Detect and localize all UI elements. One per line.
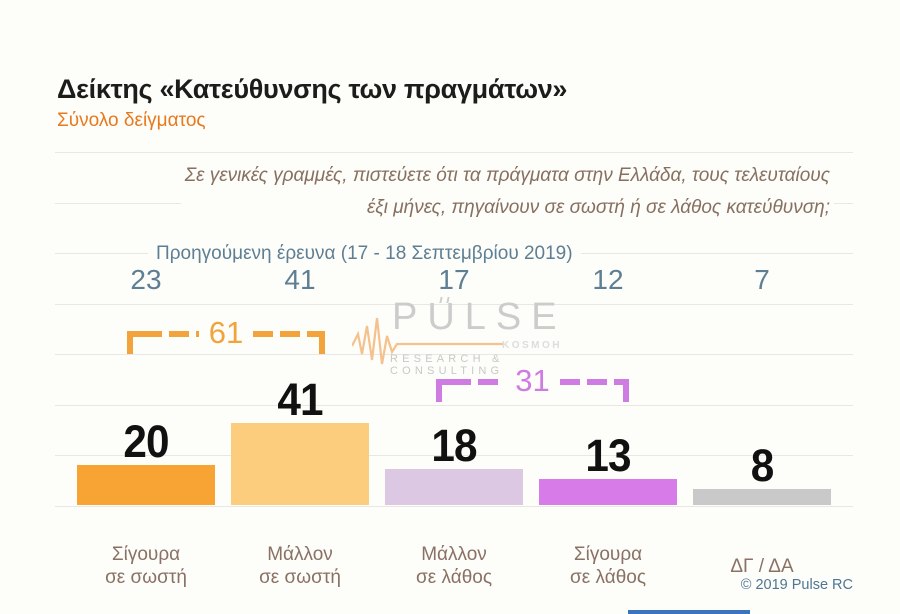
group-sum-bracket-right-direction: 61 bbox=[127, 317, 326, 357]
page-title: Δείκτης «Κατεύθυνσης των πραγμάτων» bbox=[57, 74, 568, 104]
pulse-watermark: PULSE KOSMOH RESEARCH & CONSULTING bbox=[352, 296, 567, 377]
survey-question: Σε γενικές γραμμές, πιστεύετε ότι τα πρά… bbox=[180, 160, 834, 224]
previous-survey-value: 23 bbox=[130, 264, 162, 295]
group-sum-value: 31 bbox=[515, 363, 550, 398]
bracket-left-corner bbox=[127, 331, 142, 354]
survey-question-line1: Σε γενικές γραμμές, πιστεύετε ότι τα πρά… bbox=[184, 165, 830, 186]
watermark-sub-brand: KOSMOH bbox=[502, 340, 562, 351]
gridline bbox=[55, 354, 853, 355]
group-sum-value: 61 bbox=[208, 315, 244, 350]
bracket-right-corner bbox=[310, 331, 326, 354]
bar-value-label: 18 bbox=[431, 420, 477, 472]
gridline bbox=[55, 455, 853, 456]
page-subtitle: Σύνολο δείγματος bbox=[57, 110, 206, 131]
previous-survey-label: Προηγούμενη έρευνα (17 - 18 Σεπτεμβρίου … bbox=[148, 243, 581, 265]
bracket-right-corner bbox=[614, 379, 630, 402]
bar bbox=[693, 489, 831, 506]
bracket-dash-segment bbox=[142, 331, 199, 337]
previous-survey-value: 17 bbox=[438, 264, 470, 295]
bar bbox=[231, 422, 369, 506]
gridline bbox=[55, 505, 853, 507]
category-label: Μάλλον σε σωστή bbox=[259, 544, 341, 588]
survey-question-line2: έξι μήνες, πηγαίνουν σε σωστή ή σε λάθος… bbox=[366, 197, 830, 218]
bracket-dash-segment bbox=[451, 379, 506, 385]
watermark-u-accent bbox=[439, 297, 450, 303]
bracket-dash-segment bbox=[559, 379, 615, 385]
bracket-dash-segment bbox=[253, 331, 311, 337]
watermark-tagline: RESEARCH & CONSULTING bbox=[390, 353, 504, 377]
bar-value-label: 13 bbox=[585, 430, 631, 482]
bar-value-label: 8 bbox=[750, 440, 775, 492]
category-label: Σίγουρα σε σωστή bbox=[105, 544, 187, 588]
bar bbox=[385, 469, 523, 506]
previous-survey-value: 41 bbox=[284, 264, 316, 295]
bar bbox=[539, 479, 677, 506]
bottom-progress-strip bbox=[628, 610, 750, 614]
watermark-brand: PULSE bbox=[392, 296, 567, 338]
heartbeat-icon bbox=[352, 317, 504, 365]
bar bbox=[77, 465, 215, 506]
category-label: ΔΓ / ΔΑ bbox=[730, 555, 794, 577]
bracket-left-corner bbox=[436, 379, 451, 402]
previous-survey-value: 7 bbox=[754, 264, 770, 295]
gridline bbox=[55, 303, 853, 305]
category-label: Σίγουρα σε λάθος bbox=[570, 544, 646, 588]
gridline bbox=[55, 404, 853, 406]
bar-value-label: 20 bbox=[123, 416, 169, 468]
group-sum-bracket-wrong-direction: 31 bbox=[436, 365, 630, 405]
category-label: Μάλλον σε λάθος bbox=[416, 544, 492, 588]
gridline bbox=[55, 152, 853, 153]
copyright-notice: © 2019 Pulse RC bbox=[740, 577, 853, 593]
previous-survey-value: 12 bbox=[592, 264, 624, 295]
bar-value-label: 41 bbox=[277, 373, 323, 425]
